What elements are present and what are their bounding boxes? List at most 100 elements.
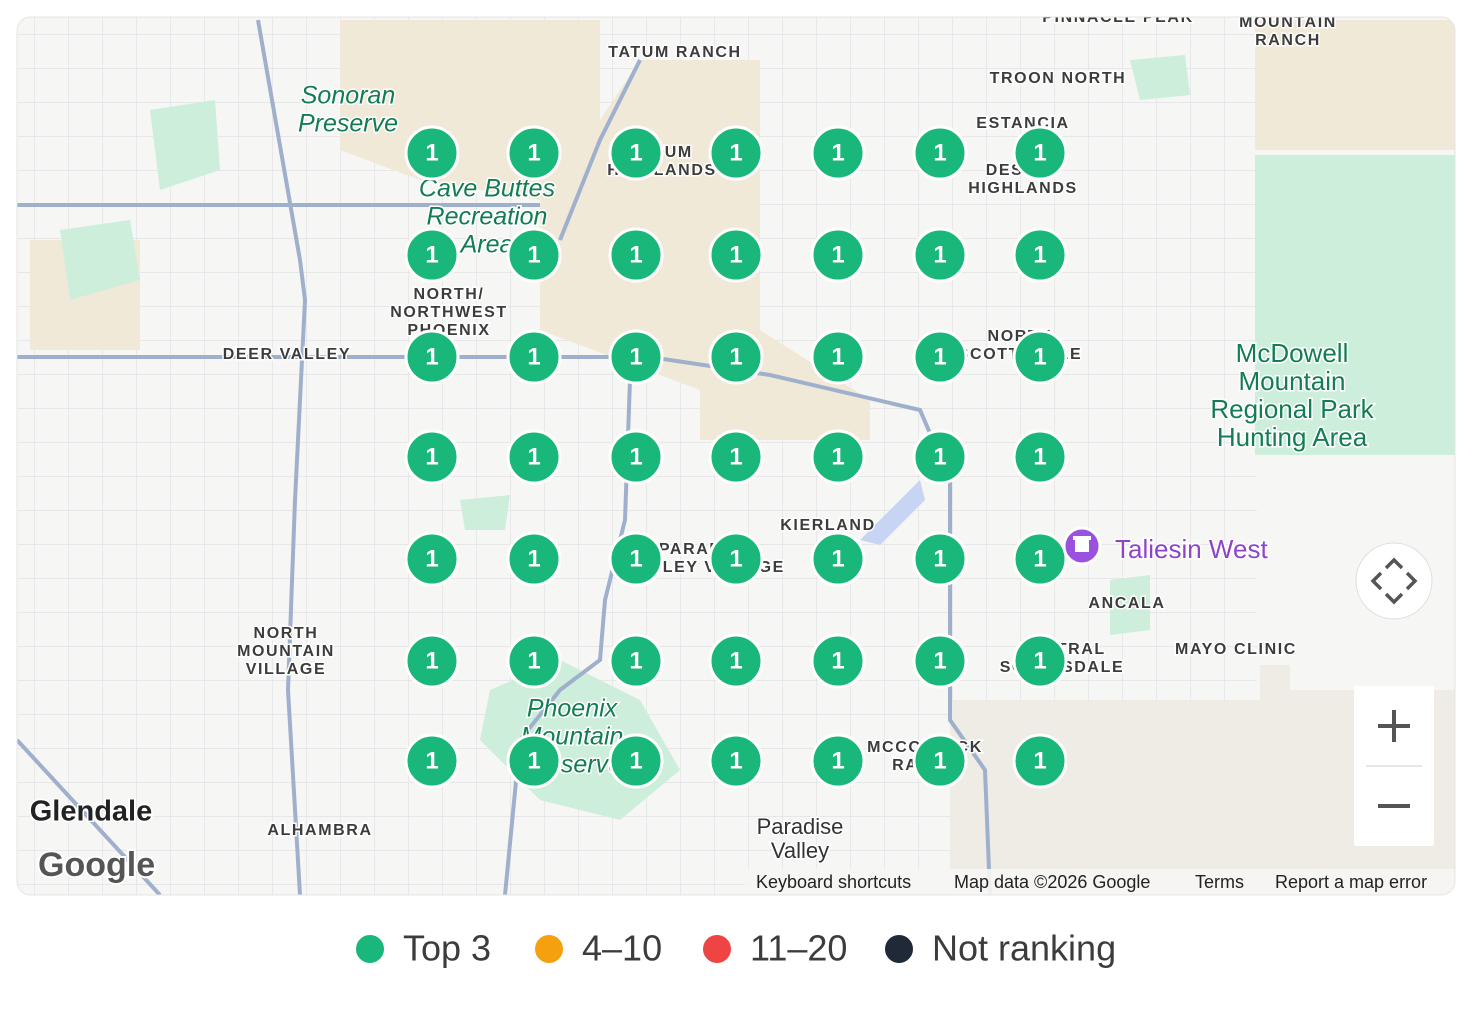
marker[interactable]: 1 — [404, 329, 460, 385]
marker[interactable]: 1 — [506, 429, 562, 485]
marker[interactable]: 1 — [608, 633, 664, 689]
place-label: Paradise — [757, 814, 844, 839]
marker[interactable]: 1 — [810, 531, 866, 587]
place-label: Sonoran — [301, 82, 396, 110]
marker-value: 1 — [831, 647, 844, 674]
marker[interactable]: 1 — [708, 429, 764, 485]
marker[interactable]: 1 — [1012, 733, 1068, 789]
marker-value: 1 — [729, 747, 742, 774]
marker-dot — [708, 329, 764, 385]
legend-swatch — [883, 933, 915, 965]
marker-value: 1 — [831, 443, 844, 470]
marker-dot — [608, 429, 664, 485]
marker[interactable]: 1 — [912, 633, 968, 689]
marker-value: 1 — [831, 545, 844, 572]
marker-value: 1 — [831, 139, 844, 166]
marker-dot — [608, 633, 664, 689]
marker[interactable]: 1 — [506, 227, 562, 283]
marker[interactable]: 1 — [608, 429, 664, 485]
marker-dot — [912, 633, 968, 689]
zoom-controls — [1354, 686, 1434, 846]
marker[interactable]: 1 — [1012, 329, 1068, 385]
marker-dot — [810, 125, 866, 181]
marker[interactable]: 1 — [810, 733, 866, 789]
marker[interactable]: 1 — [404, 227, 460, 283]
marker[interactable]: 1 — [608, 733, 664, 789]
marker-dot — [810, 531, 866, 587]
marker[interactable]: 1 — [404, 733, 460, 789]
place-label: MAYO CLINIC — [1175, 641, 1297, 658]
attribution-link[interactable]: Terms — [1195, 872, 1244, 892]
marker[interactable]: 1 — [506, 531, 562, 587]
marker[interactable]: 1 — [506, 125, 562, 181]
marker[interactable]: 1 — [1012, 227, 1068, 283]
marker-value: 1 — [1033, 241, 1046, 268]
attribution: Keyboard shortcuts Map data ©2026 Google T… — [756, 872, 1427, 892]
place-label: ESTANCIA — [976, 115, 1069, 132]
marker[interactable]: 1 — [708, 125, 764, 181]
marker[interactable]: 1 — [912, 329, 968, 385]
marker-dot — [708, 227, 764, 283]
marker[interactable]: 1 — [708, 227, 764, 283]
marker-value: 1 — [425, 647, 438, 674]
marker-value: 1 — [1033, 343, 1046, 370]
marker-dot — [608, 125, 664, 181]
ranking-markers: 1 1 1 1 1 1 1 1 1 1 1 1 1 1 1 1 1 1 1 1 1 1 1 1 1 1 1 1 1 1 1 1 1 1 1 1 1 1 1 1… — [404, 125, 1068, 789]
marker-value: 1 — [831, 343, 844, 370]
attribution-link[interactable]: Map data ©2026 Google — [954, 872, 1150, 892]
marker-dot — [912, 733, 968, 789]
marker-value: 1 — [527, 139, 540, 166]
marker[interactable]: 1 — [810, 633, 866, 689]
marker[interactable]: 1 — [608, 125, 664, 181]
marker-value: 1 — [425, 545, 438, 572]
marker[interactable]: 1 — [708, 633, 764, 689]
marker-dot — [1012, 125, 1068, 181]
marker[interactable]: 1 — [912, 733, 968, 789]
marker[interactable]: 1 — [912, 125, 968, 181]
marker[interactable]: 1 — [810, 429, 866, 485]
marker-value: 1 — [933, 343, 946, 370]
marker[interactable]: 1 — [912, 227, 968, 283]
marker[interactable]: 1 — [1012, 531, 1068, 587]
attribution-link[interactable]: Report a map error — [1275, 872, 1427, 892]
marker[interactable]: 1 — [608, 227, 664, 283]
marker-value: 1 — [729, 241, 742, 268]
marker[interactable]: 1 — [810, 329, 866, 385]
marker[interactable]: 1 — [1012, 429, 1068, 485]
marker-value: 1 — [527, 241, 540, 268]
fullscreen-button[interactable] — [1355, 542, 1433, 620]
marker[interactable]: 1 — [506, 633, 562, 689]
marker-value: 1 — [933, 545, 946, 572]
marker[interactable]: 1 — [708, 329, 764, 385]
marker-dot — [1012, 227, 1068, 283]
marker[interactable]: 1 — [404, 633, 460, 689]
marker[interactable]: 1 — [404, 429, 460, 485]
place-label: Area — [459, 231, 514, 259]
marker[interactable]: 1 — [912, 429, 968, 485]
marker-value: 1 — [527, 747, 540, 774]
zoom-in[interactable] — [1378, 710, 1410, 742]
marker[interactable]: 1 — [608, 531, 664, 587]
marker-value: 1 — [425, 139, 438, 166]
marker[interactable]: 1 — [708, 531, 764, 587]
marker-dot — [506, 329, 562, 385]
marker[interactable]: 1 — [810, 227, 866, 283]
marker-value: 1 — [831, 747, 844, 774]
marker[interactable]: 1 — [404, 531, 460, 587]
legend-swatch — [533, 933, 565, 965]
marker[interactable]: 1 — [506, 329, 562, 385]
marker[interactable]: 1 — [810, 125, 866, 181]
marker[interactable]: 1 — [1012, 125, 1068, 181]
marker-dot — [506, 125, 562, 181]
marker[interactable]: 1 — [506, 733, 562, 789]
marker[interactable]: 1 — [1012, 633, 1068, 689]
marker[interactable]: 1 — [608, 329, 664, 385]
marker-dot — [708, 429, 764, 485]
marker-dot — [708, 125, 764, 181]
attribution-link[interactable]: Keyboard shortcuts — [756, 872, 911, 892]
marker[interactable]: 1 — [912, 531, 968, 587]
poi-icon[interactable] — [1062, 526, 1102, 566]
marker[interactable]: 1 — [404, 125, 460, 181]
marker[interactable]: 1 — [708, 733, 764, 789]
